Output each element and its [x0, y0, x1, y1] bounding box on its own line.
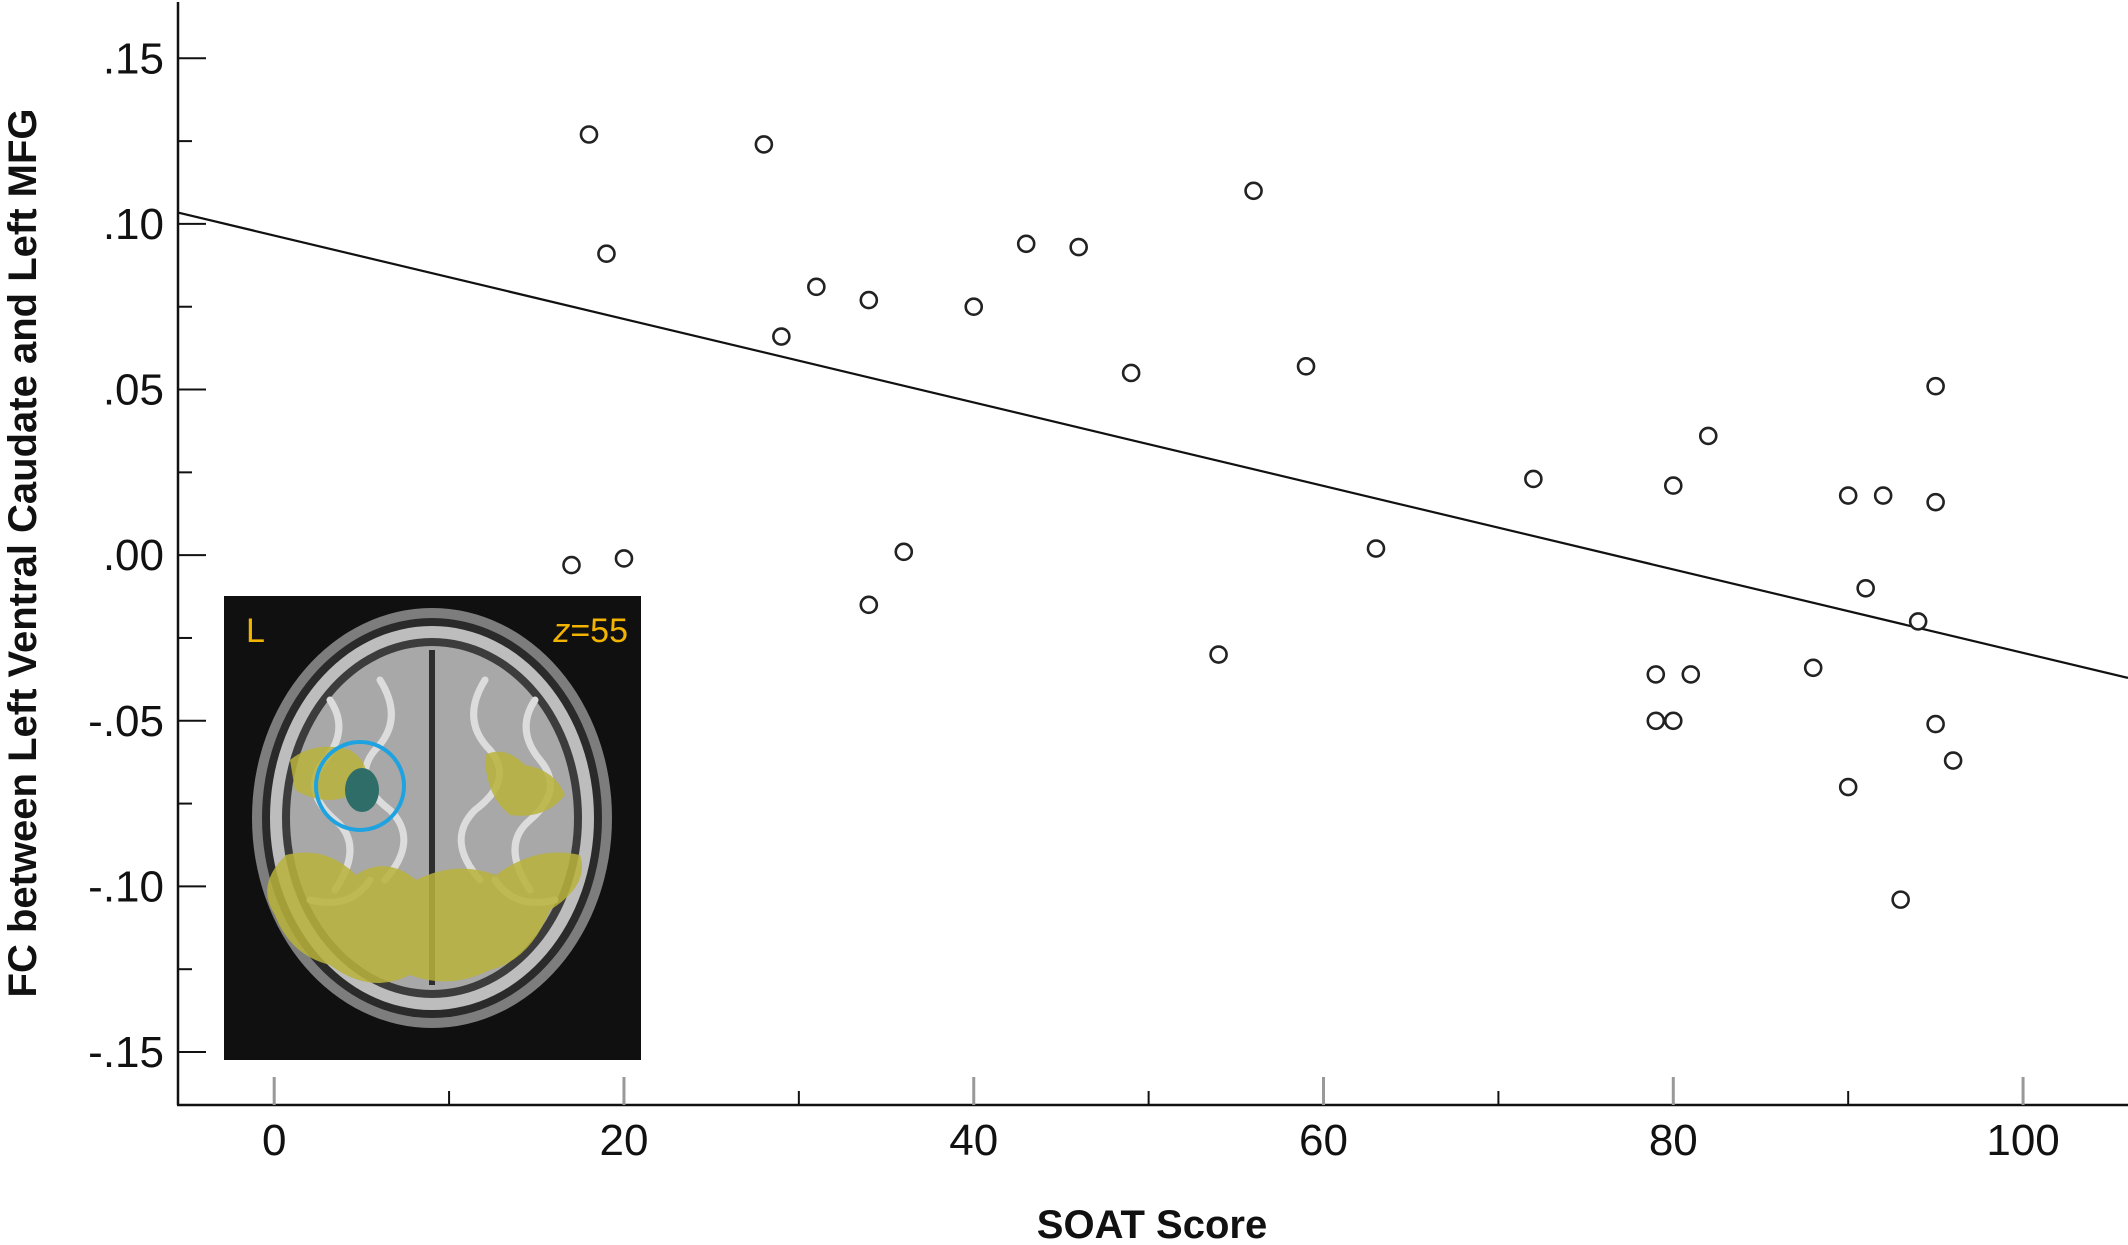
data-point — [1803, 658, 1823, 678]
data-point — [1926, 492, 1945, 512]
brain-slice-inset: L z=55 — [224, 596, 641, 1060]
data-point — [1663, 476, 1683, 495]
roi-cluster — [345, 768, 379, 812]
slice-label-variable: z — [552, 612, 570, 650]
data-points — [562, 125, 1963, 909]
data-point — [1524, 469, 1543, 489]
hemisphere-label: L — [246, 612, 265, 650]
data-point — [1646, 665, 1666, 684]
data-point — [1838, 777, 1858, 797]
data-point — [1244, 181, 1263, 201]
x-tick-label: 80 — [1649, 1116, 1698, 1165]
data-point — [1296, 357, 1316, 376]
x-tick-label: 20 — [599, 1116, 648, 1165]
y-tick-label: .00 — [103, 531, 164, 580]
y-tick-label: -.15 — [88, 1028, 164, 1077]
data-point — [614, 549, 634, 568]
data-point — [859, 595, 879, 615]
data-point — [807, 277, 826, 297]
data-point — [1646, 711, 1666, 731]
data-point — [1663, 711, 1683, 731]
y-tick-label: .10 — [103, 200, 164, 249]
axes — [176, 2, 2128, 1107]
x-axis-title: SOAT Score — [1037, 1203, 1267, 1245]
y-tick-label: .05 — [103, 366, 164, 415]
slice-label: z=55 — [552, 612, 628, 650]
data-point — [1069, 237, 1088, 257]
x-tick-label: 40 — [949, 1116, 998, 1165]
y-tick-label: -.10 — [88, 862, 164, 911]
data-point — [1016, 234, 1036, 254]
data-point — [1943, 751, 1963, 770]
data-point — [1856, 578, 1875, 598]
data-point — [964, 297, 984, 317]
data-point — [772, 327, 791, 346]
y-tick-label: .15 — [103, 34, 164, 83]
slice-label-value: =55 — [570, 612, 628, 650]
data-point — [1926, 714, 1945, 734]
data-point — [1838, 486, 1858, 505]
data-point — [1926, 376, 1945, 396]
y-ticks: .15 .10 .05 .00 -.05 -.10 -.15 — [88, 34, 206, 1077]
data-point — [1908, 612, 1928, 631]
regression-line — [177, 211, 2128, 679]
y-axis-title: FC between Left Ventral Caudate and Left… — [1, 109, 45, 998]
data-point — [1121, 363, 1141, 383]
data-point — [1873, 486, 1893, 505]
data-point — [1698, 426, 1718, 446]
data-point — [1681, 665, 1701, 684]
data-point — [894, 542, 914, 562]
data-point — [1366, 539, 1386, 558]
data-point — [579, 125, 599, 144]
x-tick-label: 0 — [262, 1116, 286, 1165]
data-point — [859, 290, 879, 310]
x-ticks: 0 20 40 60 80 100 — [262, 1077, 2060, 1165]
data-point — [1209, 645, 1228, 664]
x-tick-label: 60 — [1299, 1116, 1348, 1165]
x-tick-label: 100 — [1986, 1116, 2059, 1165]
y-tick-label: -.05 — [88, 697, 164, 746]
data-point — [754, 135, 774, 154]
data-point — [597, 244, 616, 264]
roi-highlight-circle — [314, 740, 406, 832]
data-point — [562, 555, 581, 575]
data-point — [1891, 890, 1910, 909]
